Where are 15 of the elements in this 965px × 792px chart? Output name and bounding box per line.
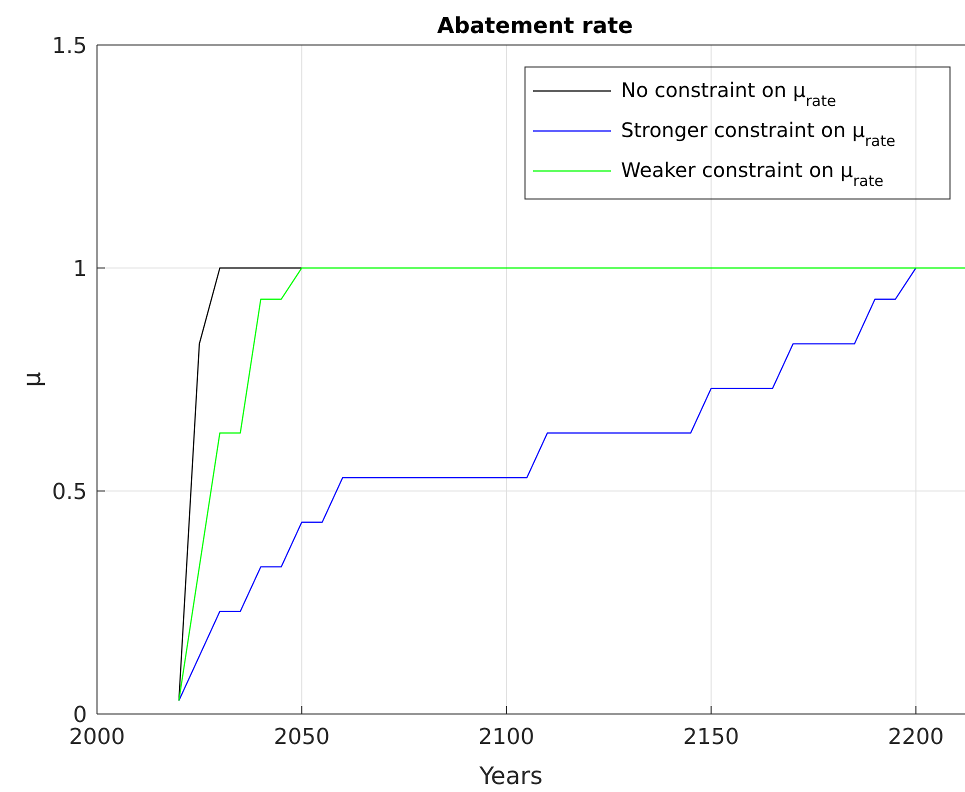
x-tick-label: 2150 xyxy=(683,725,740,750)
y-tick-label: 1.5 xyxy=(52,34,87,59)
y-tick-label: 0.5 xyxy=(52,480,87,505)
x-axis-title: Years xyxy=(478,762,543,790)
x-tick-label: 2050 xyxy=(274,725,330,750)
legend-label: Weaker constraint on μ$_{rate}$ xyxy=(621,158,884,190)
y-tick-label: 1 xyxy=(73,257,87,282)
x-tick-label: 2000 xyxy=(69,725,125,750)
legend-label: No constraint on μ$_{rate}$ xyxy=(621,78,836,110)
x-tick-label: 2100 xyxy=(478,725,534,750)
y-tick-label: 0 xyxy=(73,703,87,728)
chart-title: Abatement rate xyxy=(437,14,633,39)
y-axis-title: μ xyxy=(18,372,46,388)
legend-label: Stronger constraint on μ$_{rate}$ xyxy=(621,118,896,150)
x-tick-label: 2200 xyxy=(888,725,944,750)
